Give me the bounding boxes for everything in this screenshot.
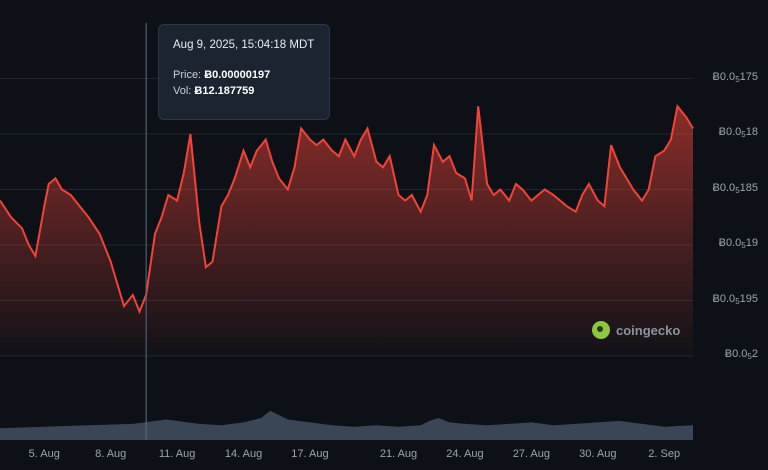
x-tick-label: 17. Aug <box>291 448 329 460</box>
x-tick-label: 24. Aug <box>446 448 484 460</box>
y-tick-label: Ƀ0.05195 <box>712 292 758 306</box>
y-tick-label: Ƀ0.0519 <box>718 237 758 250</box>
logo-text: coingecko <box>616 322 681 338</box>
y-tick-label: Ƀ0.052 <box>724 348 758 361</box>
x-tick-label: 27. Aug <box>512 448 551 460</box>
tooltip-price-label: Price: <box>173 69 202 81</box>
coingecko-watermark: coingecko <box>592 321 680 339</box>
x-tick-label: 8. Aug <box>95 448 127 460</box>
y-tick-label: Ƀ0.05185 <box>712 181 758 195</box>
x-tick-label: 11. Aug <box>158 448 196 460</box>
tooltip-volume: Vol: Ƀ12.187759 <box>173 85 315 97</box>
coingecko-logo-icon <box>592 321 610 339</box>
tooltip-price-value: Ƀ0.00000197 <box>204 69 271 81</box>
x-tick-label: 30. Aug <box>579 448 617 460</box>
x-tick-label: 2. Sep <box>648 448 681 460</box>
x-tick-label: 5. Aug <box>28 448 60 460</box>
price-line <box>0 103 694 315</box>
x-tick-label: 14. Aug <box>224 448 263 460</box>
tooltip-time: Aug 9, 2025, 15:04:18 MDT <box>173 39 315 51</box>
y-tick-label: Ƀ0.0518 <box>718 126 758 139</box>
tooltip-price: Price: Ƀ0.00000197 <box>173 69 315 81</box>
hover-tooltip: Aug 9, 2025, 15:04:18 MDT Price: Ƀ0.0000… <box>158 24 330 120</box>
tooltip-vol-label: Vol: <box>173 85 192 97</box>
x-tick-label: 21. Aug <box>379 448 418 460</box>
tooltip-vol-value: Ƀ12.187759 <box>194 85 255 97</box>
price-area <box>0 106 693 356</box>
volume-area <box>0 410 693 440</box>
y-tick-label: Ƀ0.05175 <box>712 70 758 84</box>
volume-bars <box>0 410 693 440</box>
